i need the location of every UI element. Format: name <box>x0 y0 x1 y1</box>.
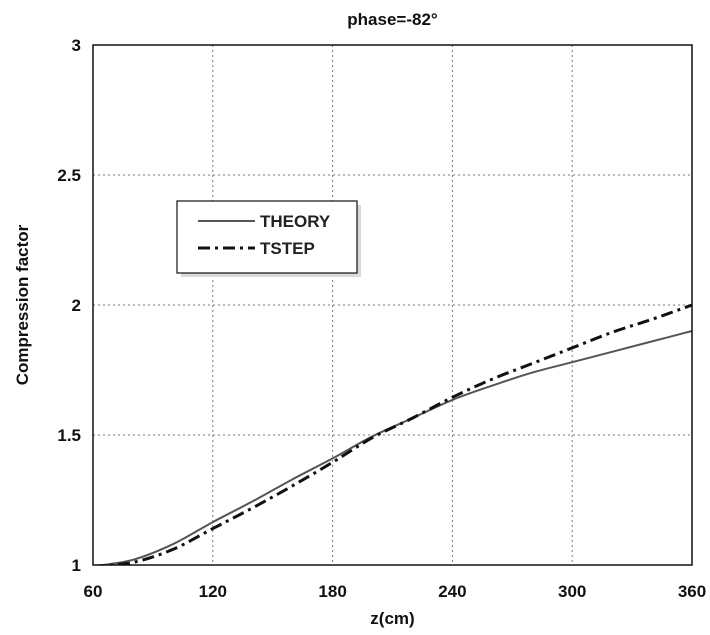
x-tick-label: 180 <box>318 582 346 601</box>
y-tick-label: 1.5 <box>57 426 81 445</box>
legend: THEORY TSTEP <box>176 200 361 277</box>
x-tick-label: 120 <box>199 582 227 601</box>
y-tick-label: 2 <box>72 296 81 315</box>
chart-title: phase=-82° <box>347 10 438 29</box>
x-tick-label: 60 <box>84 582 103 601</box>
legend-theory-label: THEORY <box>260 212 331 231</box>
x-tick-label: 360 <box>678 582 706 601</box>
y-tick-label: 2.5 <box>57 166 81 185</box>
y-axis-label: Compression factor <box>13 224 32 385</box>
x-axis-label: z(cm) <box>370 609 414 628</box>
plot-frame <box>92 44 693 566</box>
x-tick-label: 240 <box>438 582 466 601</box>
y-tick-label: 3 <box>72 36 81 55</box>
series-line-tstep <box>93 303 692 565</box>
series-layer <box>93 303 692 565</box>
legend-box <box>176 200 358 274</box>
tick-layer: 60 120 180 240 300 360 1 1.5 2 2.5 3 <box>57 36 706 601</box>
x-tick-label: 300 <box>558 582 586 601</box>
y-tick-label: 1 <box>72 556 81 575</box>
grid-layer <box>93 45 692 565</box>
legend-tstep-label: TSTEP <box>260 239 315 258</box>
